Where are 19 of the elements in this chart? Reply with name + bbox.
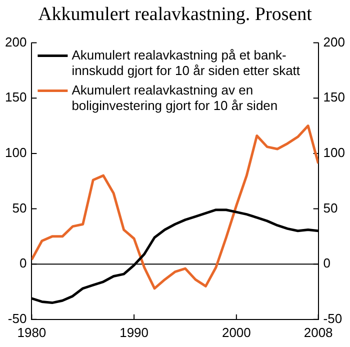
y2-tick-label: 150: [323, 90, 346, 105]
legend-label: Akumulert realavkastning på et bank-innskudd gjort for 10 år siden etter skatt: [72, 47, 300, 78]
y2-tick-label: -50: [323, 310, 342, 326]
y-tick-label: 150: [4, 90, 27, 105]
y-tick-label: 100: [4, 145, 27, 160]
y2-tick-label: 50: [323, 200, 338, 216]
y-tick-label: 0: [19, 256, 27, 271]
y-tick-label: 50: [12, 200, 27, 216]
legend-label: Akumulert realavkastning av en boliginvestering gjort for 10 år siden: [72, 82, 278, 113]
x-tick-label: 2000: [222, 324, 251, 340]
y2-tick-label: 200: [323, 34, 346, 50]
x-tick-label: 1980: [17, 324, 46, 340]
y-tick-label: 200: [4, 34, 27, 50]
y2-tick-label: 100: [323, 145, 346, 160]
y-tick-label: -50: [8, 310, 27, 326]
chart-title: Akkumulert realavkastning. Prosent: [37, 3, 313, 27]
x-tick-label: 2008: [304, 324, 333, 340]
x-tick-label: 1990: [120, 324, 149, 340]
y2-tick-label: 0: [323, 256, 331, 271]
